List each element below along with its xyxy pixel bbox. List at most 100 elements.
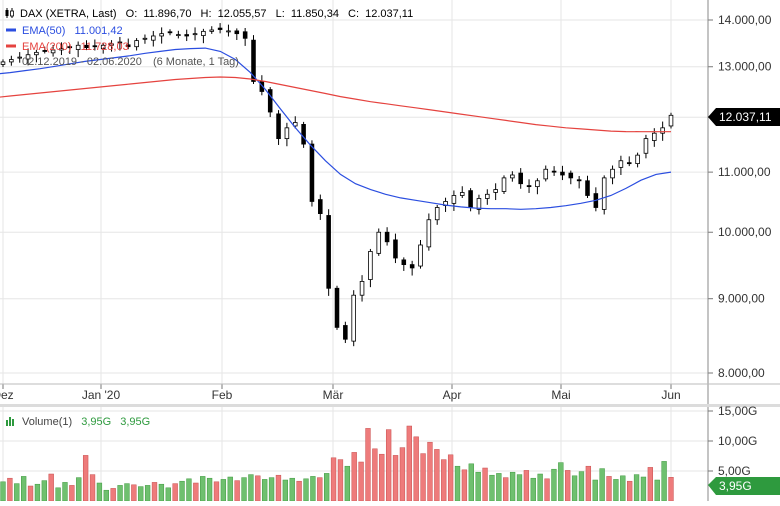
candle[interactable] bbox=[267, 87, 273, 118]
volume-bar-down[interactable] bbox=[27, 485, 34, 501]
volume-bar-up[interactable] bbox=[324, 473, 330, 501]
volume-bar-up[interactable] bbox=[124, 483, 130, 501]
volume-bar-down[interactable] bbox=[255, 475, 261, 501]
candle[interactable] bbox=[493, 183, 498, 201]
volume-bar-up[interactable] bbox=[138, 486, 144, 501]
volume-bar-down[interactable] bbox=[585, 465, 592, 501]
candle[interactable] bbox=[92, 39, 98, 51]
candle[interactable] bbox=[434, 204, 440, 225]
candle[interactable] bbox=[543, 165, 549, 182]
volume-bar-down[interactable] bbox=[565, 470, 571, 501]
candle[interactable] bbox=[501, 175, 507, 194]
volume-bar-down[interactable] bbox=[399, 447, 406, 501]
candle[interactable] bbox=[176, 30, 181, 39]
volume-bar-up[interactable] bbox=[578, 471, 585, 501]
candle[interactable] bbox=[393, 233, 398, 264]
volume-bar-down[interactable] bbox=[427, 441, 433, 501]
volume-bar-down[interactable] bbox=[275, 474, 282, 501]
candle[interactable] bbox=[242, 28, 248, 46]
candle[interactable] bbox=[568, 170, 574, 185]
candle[interactable] bbox=[618, 155, 624, 175]
volume-bar-up[interactable] bbox=[200, 476, 206, 501]
candle[interactable] bbox=[42, 46, 48, 54]
candle[interactable] bbox=[535, 178, 540, 195]
volume-bar-up[interactable] bbox=[227, 476, 233, 501]
volume-bar-up[interactable] bbox=[344, 465, 350, 501]
volume-bar-down[interactable] bbox=[647, 467, 654, 501]
volume-bar-up[interactable] bbox=[144, 485, 151, 501]
volume-bar-down[interactable] bbox=[482, 467, 488, 501]
volume-bar-down[interactable] bbox=[523, 470, 530, 501]
volume-bar-down[interactable] bbox=[358, 461, 364, 501]
candle[interactable] bbox=[560, 165, 565, 181]
candle[interactable] bbox=[117, 36, 123, 51]
candle[interactable] bbox=[451, 190, 457, 211]
candle[interactable] bbox=[217, 23, 223, 34]
volume-bar-up[interactable] bbox=[158, 483, 165, 501]
volume-bar-down[interactable] bbox=[110, 488, 116, 501]
volume-bar-up[interactable] bbox=[633, 474, 640, 501]
candle[interactable] bbox=[100, 42, 106, 54]
volume-bar-up[interactable] bbox=[592, 479, 598, 501]
candle[interactable] bbox=[84, 40, 89, 51]
volume-bar-down[interactable] bbox=[69, 485, 75, 501]
candle[interactable] bbox=[184, 29, 189, 42]
volume-bar-down[interactable] bbox=[213, 481, 220, 501]
volume-bar-down[interactable] bbox=[503, 477, 509, 501]
candle[interactable] bbox=[551, 166, 557, 176]
volume-bar-up[interactable] bbox=[186, 478, 192, 501]
volume-bar-up[interactable] bbox=[262, 479, 268, 501]
candle[interactable] bbox=[343, 321, 348, 344]
candle[interactable] bbox=[284, 122, 290, 147]
volume-bar-down[interactable] bbox=[234, 480, 240, 501]
volume-bar-down[interactable] bbox=[379, 453, 385, 501]
candle[interactable] bbox=[75, 41, 81, 58]
volume-bar-down[interactable] bbox=[48, 473, 54, 501]
candle[interactable] bbox=[201, 28, 206, 44]
volume-bar-up[interactable] bbox=[103, 489, 109, 501]
volume-bar-down[interactable] bbox=[131, 484, 137, 501]
candle[interactable] bbox=[401, 257, 407, 271]
volume-bar-up[interactable] bbox=[206, 477, 213, 501]
volume-bar-up[interactable] bbox=[489, 474, 495, 501]
volume-bar-down[interactable] bbox=[172, 483, 178, 501]
volume-bar-down[interactable] bbox=[82, 455, 89, 501]
volume-bar-down[interactable] bbox=[447, 454, 454, 501]
candle[interactable] bbox=[626, 156, 632, 167]
candle[interactable] bbox=[418, 239, 423, 269]
volume-bar-up[interactable] bbox=[661, 461, 667, 501]
candle[interactable] bbox=[309, 140, 315, 207]
volume-bar-up[interactable] bbox=[654, 479, 660, 501]
volume-bar-down[interactable] bbox=[337, 459, 344, 501]
candle[interactable] bbox=[276, 110, 281, 145]
volume-bar-up[interactable] bbox=[96, 482, 103, 501]
volume-bar-up[interactable] bbox=[241, 477, 247, 501]
volume-bar-up[interactable] bbox=[179, 480, 185, 501]
volume-bar-down[interactable] bbox=[385, 429, 392, 501]
volume-plot-area[interactable] bbox=[0, 425, 674, 501]
candle[interactable] bbox=[226, 24, 231, 37]
volume-bar-down[interactable] bbox=[193, 482, 199, 501]
volume-bar-up[interactable] bbox=[620, 475, 626, 501]
candle[interactable] bbox=[368, 248, 373, 288]
candle[interactable] bbox=[585, 175, 590, 199]
volume-bar-up[interactable] bbox=[20, 476, 27, 501]
volume-bar-up[interactable] bbox=[599, 468, 605, 501]
volume-bar-down[interactable] bbox=[441, 459, 447, 501]
volume-bar-up[interactable] bbox=[303, 478, 309, 501]
price-plot-area[interactable] bbox=[0, 23, 674, 347]
volume-bar-up[interactable] bbox=[282, 479, 289, 501]
volume-bar-up[interactable] bbox=[530, 477, 536, 501]
volume-bar-down[interactable] bbox=[627, 480, 633, 501]
volume-bar-up[interactable] bbox=[475, 471, 481, 501]
candle[interactable] bbox=[50, 44, 56, 57]
candle[interactable] bbox=[109, 40, 114, 52]
volume-bar-down[interactable] bbox=[351, 452, 357, 501]
candle[interactable] bbox=[234, 28, 240, 41]
volume-bar-up[interactable] bbox=[310, 476, 316, 501]
candle[interactable] bbox=[292, 116, 298, 129]
volume-bar-down[interactable] bbox=[296, 480, 302, 501]
volume-bar-up[interactable] bbox=[468, 463, 474, 501]
volume-bar-up[interactable] bbox=[496, 473, 502, 501]
candle[interactable] bbox=[668, 112, 674, 129]
